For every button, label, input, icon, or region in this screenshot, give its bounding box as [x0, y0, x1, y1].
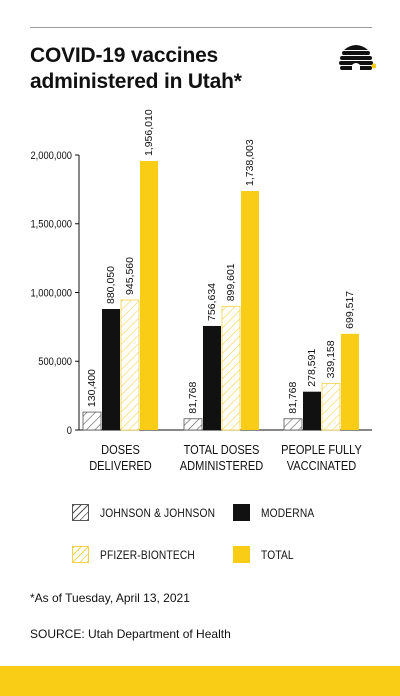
bar-value-label: 1,738,003: [244, 139, 256, 186]
bar: [221, 305, 241, 431]
chart-legend: JOHNSON & JOHNSON MODERNA PFIZER-BIONTEC…: [0, 492, 400, 582]
legend-label-moderna: MODERNA: [261, 506, 315, 520]
bar: [102, 308, 120, 430]
bar-value-label: 81,768: [287, 381, 299, 413]
bar: [283, 418, 303, 431]
bar: [183, 418, 203, 431]
bar-chart: 0 500,000 1,000,000 1,500,000 2,000,000 130,4…: [30, 109, 372, 473]
legend-swatch-pfizer: [72, 546, 89, 563]
category-label: TOTAL DOSES: [184, 442, 260, 457]
bar: [120, 299, 140, 431]
bar-value-label: 945,560: [124, 257, 136, 295]
bar-value-label: 756,634: [206, 283, 218, 321]
category-label: DOSES: [101, 442, 140, 457]
bar-value-label: 81,768: [187, 381, 199, 413]
legend-label-jj: JOHNSON & JOHNSON: [100, 506, 216, 520]
legend-label-total: TOTAL: [261, 548, 294, 562]
category-label: DELIVERED: [89, 458, 152, 473]
bar-value-label: 880,050: [105, 266, 117, 304]
bar: [140, 161, 158, 430]
category-label: ADMINISTERED: [180, 458, 264, 473]
category-label: VACCINATED: [287, 458, 357, 473]
bar-value-label: 699,517: [344, 291, 356, 329]
y-tick-label: 1,500,000: [30, 219, 72, 231]
y-tick-label: 1,000,000: [30, 288, 72, 300]
y-tick-label: 2,000,000: [30, 150, 72, 162]
beehive-icon: [339, 45, 376, 70]
bar: [241, 191, 259, 430]
legend-label-pfizer: PFIZER-BIONTECH: [100, 548, 195, 562]
bar: [321, 382, 341, 431]
source-note: SOURCE: Utah Department of Health: [30, 627, 231, 641]
bar-value-label: 278,591: [306, 349, 318, 387]
bar: [341, 333, 359, 430]
bar-value-label: 339,158: [325, 340, 337, 378]
footnote: *As of Tuesday, April 13, 2021: [30, 591, 190, 605]
legend-swatch-jj: [72, 504, 89, 521]
legend-swatch-moderna: [233, 504, 250, 521]
bar: [203, 325, 221, 430]
bar-value-label: 899,601: [225, 263, 237, 301]
category-label: PEOPLE FULLY: [281, 442, 362, 457]
y-tick-label: 0: [67, 425, 72, 437]
bar: [303, 391, 321, 430]
bar-value-label: 130,400: [86, 369, 98, 407]
chart-title: COVID-19 vaccines administered in Utah*: [30, 44, 242, 93]
top-rule: [30, 27, 372, 28]
bar: [82, 411, 102, 431]
bar-value-label: 1,956,010: [143, 109, 155, 156]
y-tick-label: 500,000: [38, 357, 72, 369]
bottom-accent-bar: [0, 666, 400, 696]
legend-swatch-total: [233, 546, 250, 563]
